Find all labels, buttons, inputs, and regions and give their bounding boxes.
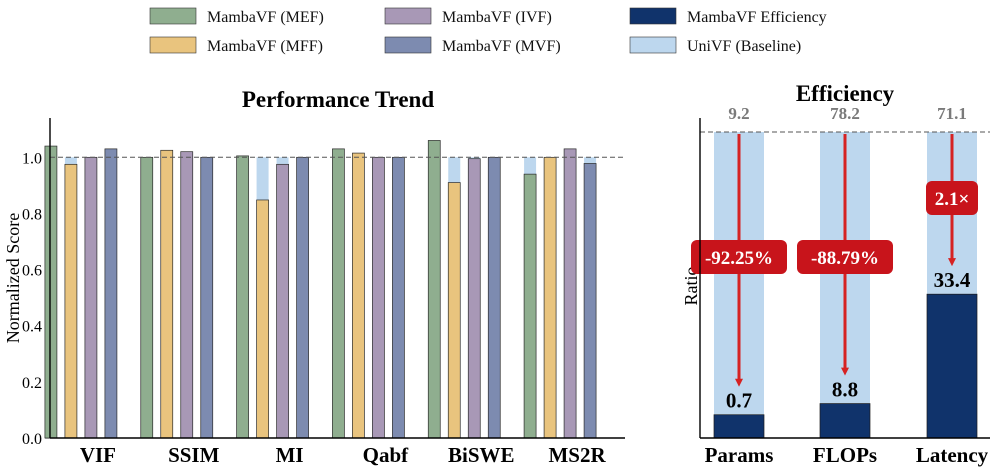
- data-bar: [140, 156, 154, 439]
- efficiency-bar: [819, 403, 871, 439]
- legend-swatch: [629, 7, 677, 25]
- data-bar: [256, 199, 269, 439]
- efficiency-chart: Efficiency Ratio 9.2 0.7 Params 78.2 8.8 FLOPs 7…: [681, 81, 990, 467]
- x-tick-label: Qabf: [363, 443, 410, 467]
- x-tick-label: VIF: [80, 443, 116, 467]
- data-bar: [104, 148, 118, 439]
- legend-label: MambaVF Efficiency: [687, 9, 827, 26]
- x-tick-label: MI: [276, 443, 304, 467]
- data-bar: [84, 156, 98, 439]
- x-tick-label: FLOPs: [813, 443, 877, 467]
- data-bar: [180, 151, 194, 439]
- data-bar: [64, 163, 78, 439]
- annotation-badge: [926, 181, 978, 215]
- data-bar: [487, 156, 501, 439]
- annotation-label: -88.79%: [811, 248, 879, 269]
- x-tick-label: MS2R: [548, 443, 606, 467]
- baseline-value-label: 78.2: [830, 104, 860, 123]
- data-bar: [296, 156, 309, 439]
- efficiency-value-label: 33.4: [934, 268, 971, 292]
- y-tick-label: 1.0: [22, 150, 42, 167]
- data-bar: [332, 148, 345, 439]
- legend-swatch: [149, 36, 197, 54]
- data-bar: [427, 140, 441, 439]
- efficiency-value-label: 0.7: [726, 389, 752, 413]
- x-tick-label: SSIM: [168, 443, 220, 467]
- ratio-axis-label: Ratio: [681, 267, 701, 306]
- legend-label: MambaVF (IVF): [442, 9, 552, 26]
- y-tick-label: 0.4: [22, 319, 42, 336]
- efficiency-title: Efficiency: [796, 81, 895, 106]
- data-bar: [160, 149, 174, 439]
- annotation-badge: [797, 240, 893, 274]
- baseline-value-label: 71.1: [937, 104, 967, 123]
- baseline-value-label: 9.2: [728, 104, 749, 123]
- data-bar: [543, 156, 557, 439]
- data-bar: [200, 156, 214, 439]
- y-axis-label: Normalized Score: [3, 213, 23, 343]
- y-tick-label: 0.8: [22, 206, 42, 223]
- data-bar: [44, 145, 58, 439]
- data-bar: [392, 156, 405, 439]
- legend-label: MambaVF (MEF): [207, 9, 324, 26]
- data-bar: [467, 158, 481, 439]
- efficiency-value-label: 8.8: [832, 378, 858, 402]
- x-tick-label: Params: [705, 443, 774, 467]
- x-tick-label: BiSWE: [448, 443, 515, 467]
- data-bar: [372, 156, 385, 439]
- legend-label: MambaVF (MFF): [207, 38, 323, 55]
- efficiency-bar: [713, 414, 765, 439]
- data-bar: [563, 148, 577, 439]
- data-bar: [276, 163, 289, 439]
- y-tick-label: 0.2: [22, 375, 42, 392]
- y-tick-label: 0.6: [22, 263, 42, 280]
- annotation-label: 2.1×: [935, 189, 970, 210]
- legend-swatch: [149, 7, 197, 25]
- x-tick-label: Latency: [916, 443, 989, 467]
- legend-swatch: [629, 36, 677, 54]
- legend-swatch: [384, 7, 432, 25]
- y-tick-label: 0.0: [22, 431, 42, 448]
- data-bar: [352, 152, 365, 439]
- data-bar: [447, 182, 461, 439]
- data-bar: [236, 155, 249, 439]
- legend: MambaVF (MEF) MambaVF (IVF) MambaVF Effici…: [149, 7, 827, 55]
- performance-trend-chart: Performance Trend Normalized Score 0.0 0.2 0…: [3, 87, 625, 467]
- data-bar: [583, 163, 597, 439]
- data-bar: [523, 173, 537, 439]
- legend-label: MambaVF (MVF): [442, 38, 561, 55]
- efficiency-bar: [926, 293, 978, 439]
- annotation-label: -92.25%: [705, 248, 773, 269]
- annotation-badge: [691, 240, 787, 274]
- legend-label: UniVF (Baseline): [687, 38, 801, 55]
- performance-title: Performance Trend: [242, 87, 434, 112]
- legend-swatch: [384, 36, 432, 54]
